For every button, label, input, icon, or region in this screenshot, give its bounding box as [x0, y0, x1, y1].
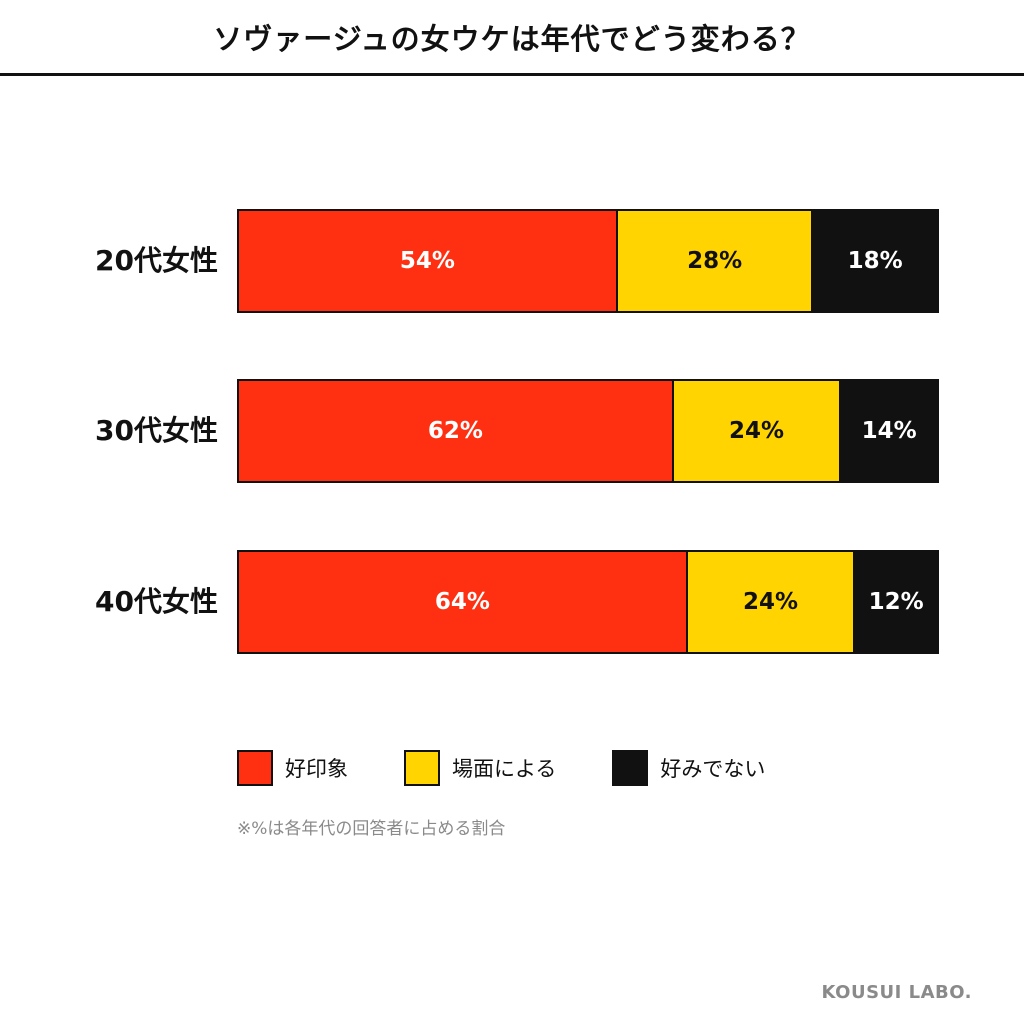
- data-label: 24%: [728, 418, 785, 444]
- bar-segment: 64%: [239, 552, 686, 652]
- bar-segment: 24%: [671, 381, 840, 481]
- stacked-bar: 62% 24% 14%: [237, 379, 939, 483]
- data-label: 14%: [861, 418, 917, 444]
- data-label: 62%: [427, 418, 483, 444]
- bar-segment: 12%: [853, 552, 937, 652]
- legend-item: 場面による: [404, 750, 556, 786]
- row-label: 30代女性: [95, 414, 218, 447]
- legend-label: 場面による: [452, 757, 557, 781]
- brand-logo-text: KOUSUI LABO.: [821, 982, 972, 1003]
- chart-legend: 好印象 場面による 好みでない: [237, 750, 765, 786]
- data-label: 18%: [847, 248, 903, 274]
- data-label: 54%: [399, 248, 455, 274]
- bar-segment: 62%: [239, 381, 672, 481]
- data-label: 28%: [687, 248, 743, 274]
- legend-label: 好印象: [285, 757, 348, 781]
- row-label: 40代女性: [95, 585, 218, 618]
- row-label: 20代女性: [95, 244, 218, 277]
- bar-segment: 24%: [685, 552, 854, 652]
- legend-item: 好みでない: [612, 750, 765, 786]
- stacked-bar: 54% 28% 18%: [237, 209, 939, 313]
- title-bar: ソヴァージュの女ウケは年代でどう変わる？: [0, 0, 1024, 76]
- legend-swatch: [404, 750, 440, 786]
- bar-segment: 18%: [811, 211, 937, 311]
- chart-note: ※%は各年代の回答者に占める割合: [237, 819, 506, 839]
- data-label: 24%: [742, 589, 798, 615]
- data-label: 64%: [434, 589, 490, 615]
- bar-segment: 14%: [839, 381, 937, 481]
- data-label: 12%: [868, 589, 924, 615]
- legend-swatch: [612, 750, 649, 786]
- bar-segment: 28%: [615, 211, 812, 311]
- bar-segment: 54%: [239, 211, 616, 311]
- stacked-bar: 64% 24% 12%: [237, 550, 939, 654]
- legend-swatch: [237, 750, 273, 786]
- page-title: ソヴァージュの女ウケは年代でどう変わる？: [213, 21, 811, 56]
- legend-item: 好印象: [237, 750, 348, 786]
- legend-label: 好みでない: [660, 757, 766, 781]
